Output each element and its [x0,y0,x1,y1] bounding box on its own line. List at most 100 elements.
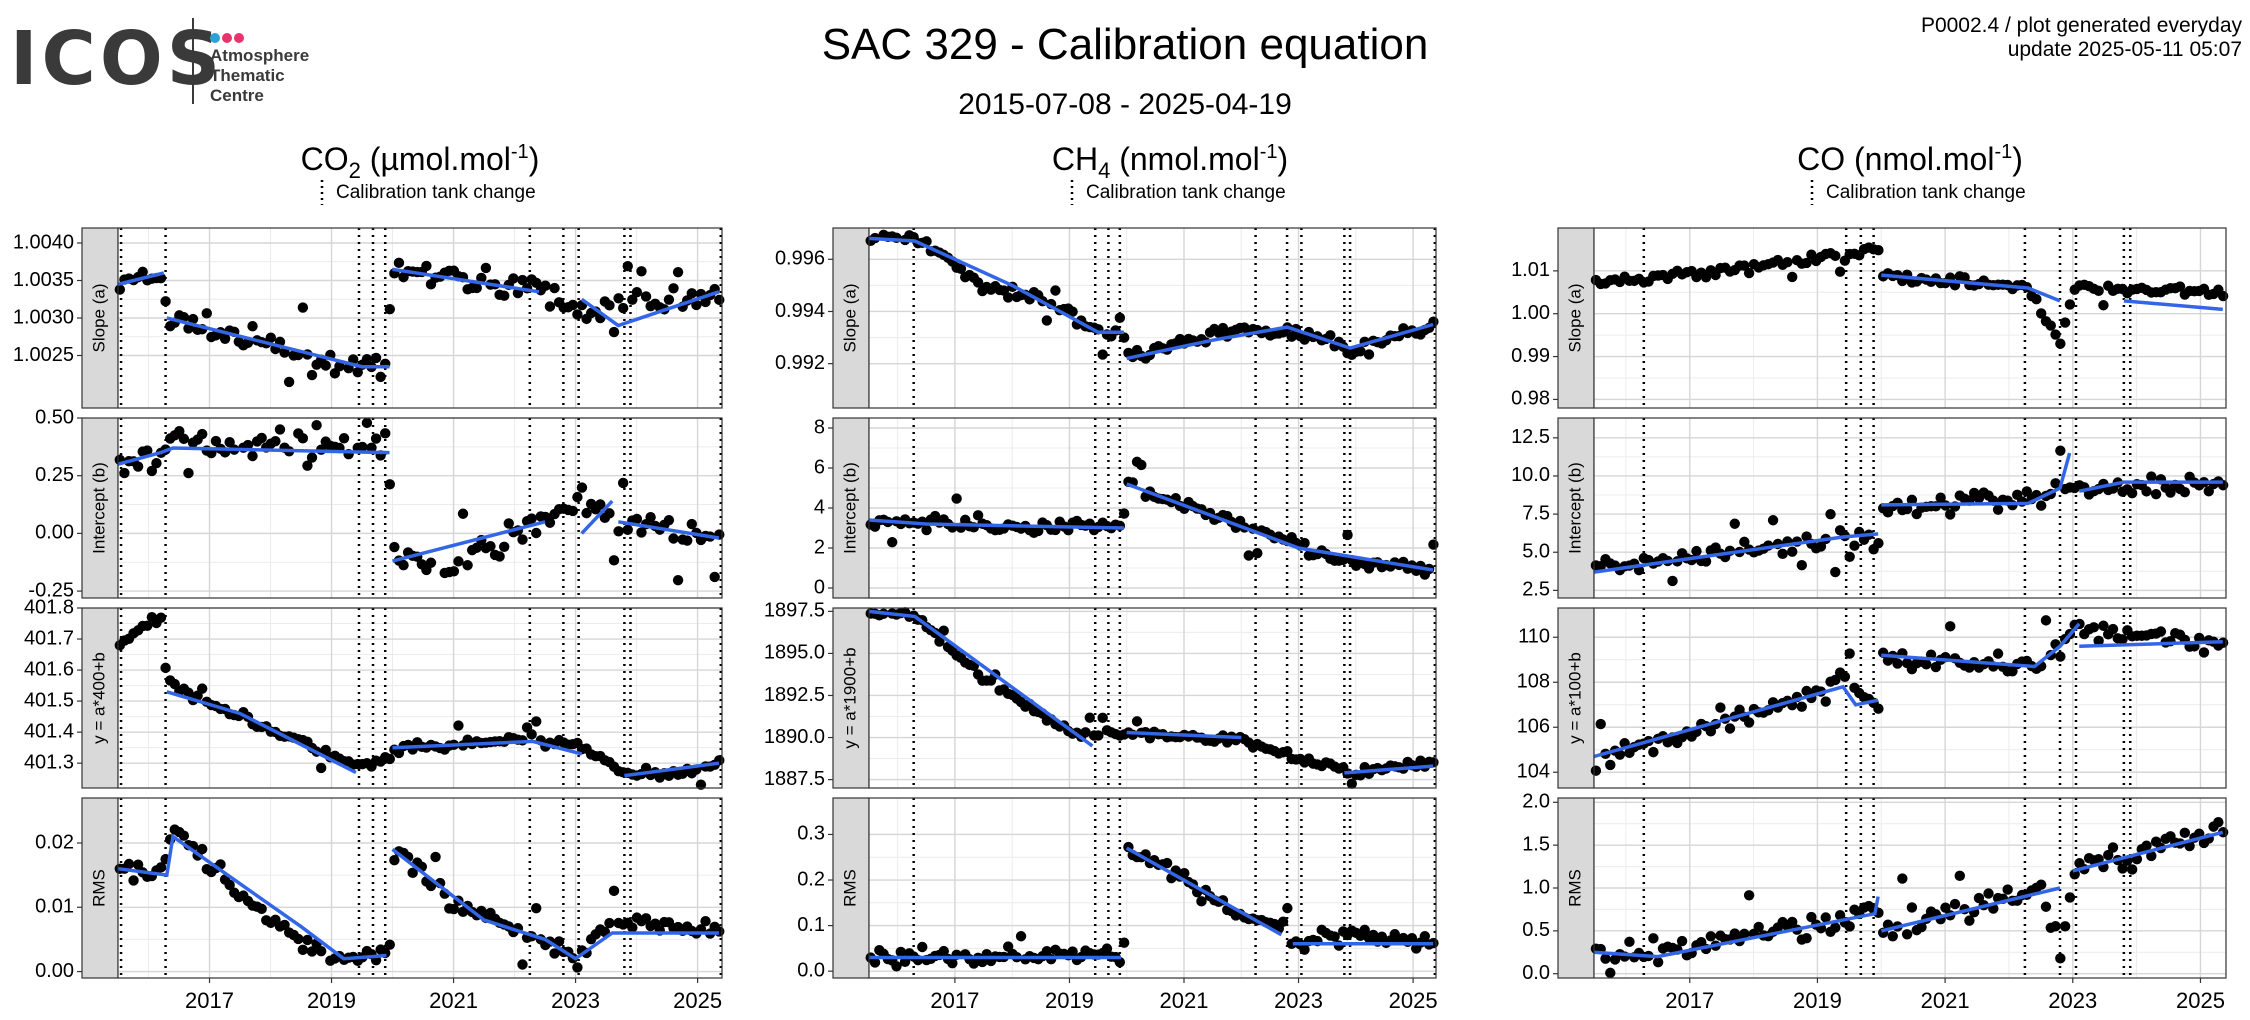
data-point [531,527,542,539]
panel-strip [81,607,119,789]
data-point [2055,338,2066,349]
data-point [2103,849,2114,861]
data-point [370,433,382,444]
chart-1: CO2 (µmol.mol-1)Calibration tank change S… [13,141,725,1013]
data-point [636,527,647,538]
data-point [1700,556,1712,567]
data-point [1041,315,1053,326]
data-point [270,435,281,447]
data-point [1093,730,1104,741]
data-point [1849,540,1860,551]
y-tick-label: 0.02 [35,831,74,853]
data-point [1667,575,1678,587]
x-tick-label: 2023 [2048,988,2097,1013]
data-point [1753,921,1764,933]
data-point [1406,932,1418,944]
data-point [622,260,633,272]
data-point [293,933,304,945]
data-point [421,260,432,272]
data-point [1605,759,1616,771]
y-tick-label: 0.0 [797,959,825,981]
data-point [2117,863,2128,874]
data-point [1067,946,1078,957]
data-point [1897,873,1908,884]
y-tick-label: 0.992 [775,352,825,374]
data-point [453,720,464,731]
x-tick-label: 2025 [2176,988,2225,1013]
panel-1: Slope (a) 0.992 0.994 0.996 [775,227,1439,409]
legend-label: Calibration tank change [1826,182,2026,203]
data-point [2093,635,2104,647]
fit-line [166,316,390,369]
y-tick-label: 0.99 [1511,345,1550,367]
data-point [886,536,898,548]
y-tick-label: 10.0 [1511,464,1550,486]
data-point [1983,888,1994,899]
data-point [1084,712,1095,723]
data-point [1844,648,1855,659]
x-tick-label: 2023 [1274,988,1323,1013]
data-point [608,885,620,897]
data-point [604,300,615,311]
data-point [219,333,231,344]
data-point [544,517,556,528]
data-point [1333,940,1345,951]
y-tick-label: 2.5 [1522,579,1550,601]
panel-strip-label: Intercept (b) [89,462,108,554]
panel-strip-label: y = a*1900+b [840,647,859,748]
data-point [553,936,565,947]
data-point [531,716,542,727]
panel-border [1593,797,2227,979]
data-point [2055,651,2066,662]
data-point [1767,515,1779,526]
data-point [1873,703,1884,714]
data-point [187,313,199,325]
data-point [1901,929,1913,940]
x-tick-label: 2021 [1160,988,1209,1013]
data-point [160,296,171,307]
data-point [485,541,496,552]
fit-line [2072,830,2224,873]
panel-2: Intercept (b) 0 2 4 6 8 [814,416,1439,599]
data-point [142,620,153,632]
data-point [480,262,492,274]
data-point [2050,921,2061,932]
data-point [526,513,537,524]
data-point [2141,486,2152,497]
data-point [1724,723,1736,734]
data-point [302,934,313,946]
data-point [2107,842,2119,853]
data-point [631,513,643,525]
data-point [663,294,675,305]
data-point [448,566,460,577]
data-point [178,433,190,445]
data-point [947,957,958,969]
data-point [2040,901,2052,912]
data-point [503,518,514,529]
data-point [682,535,693,546]
fit-line [392,520,546,563]
data-point [526,729,537,740]
fit-line [117,833,387,961]
data-point [453,556,464,567]
data-point [256,903,267,915]
data-point [572,962,583,973]
data-point [631,287,643,298]
panel-1: Slope (a) 1.0025 1.0030 1.0035 1.0040 [13,227,725,409]
fit-line [1126,322,1434,361]
data-point [1844,921,1855,932]
data-point [384,303,395,315]
data-point [622,524,633,536]
data-point [462,560,473,571]
date-range: 2015-07-08 - 2025-04-19 [958,88,1292,121]
panel-border [1593,417,2227,599]
data-point [498,541,510,553]
data-point [613,293,624,304]
data-point [572,309,583,320]
data-point [1648,746,1659,758]
data-point [155,862,167,873]
y-tick-label: 401.4 [24,720,74,742]
data-point [549,282,560,294]
y-tick-label: 1895.0 [764,642,825,664]
data-point [297,302,309,313]
